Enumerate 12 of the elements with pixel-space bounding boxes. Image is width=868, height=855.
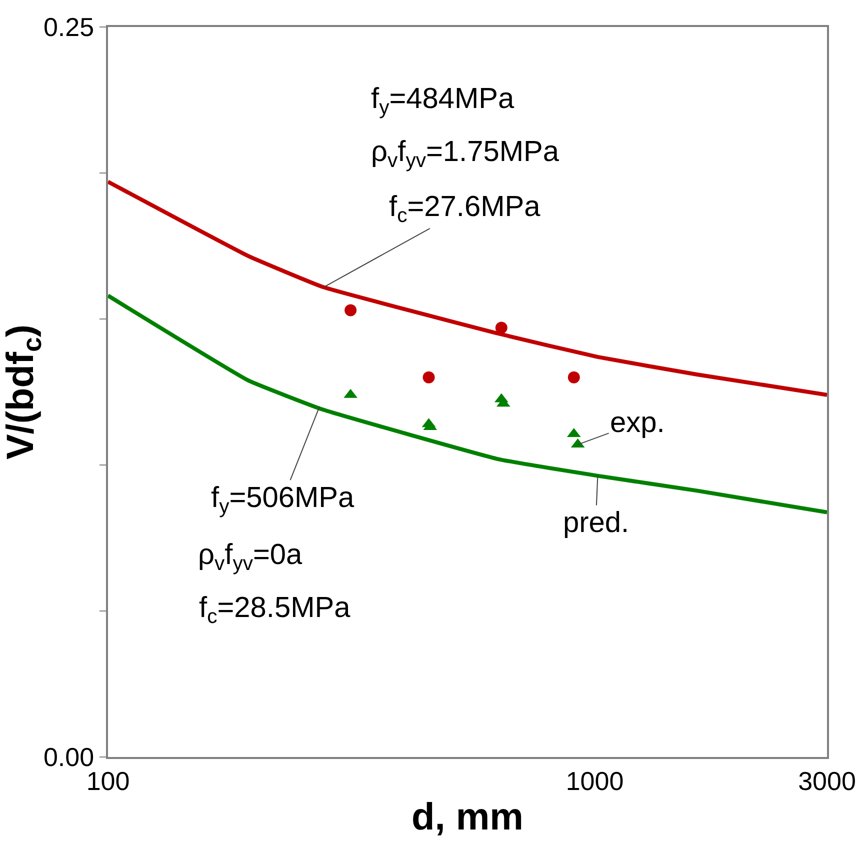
annotation: f$_{y}$=484MPa: [371, 83, 516, 120]
annotation: ρ$_{v}$f$_{yv}$=0a: [198, 539, 304, 576]
y-tick-label: 0.25: [43, 12, 94, 42]
annotation: f$_{c}$=27.6MPa: [389, 191, 542, 228]
annotation: exp.: [610, 407, 665, 439]
annotation: f$_{c}$=28.5MPa: [199, 592, 352, 628]
annotation: pred.: [563, 507, 630, 539]
annotation: ρ$_{v}$f$_{yv}$=1.75MPa: [371, 136, 560, 172]
x-tick-label: 3000: [798, 766, 856, 796]
x-tick-label: 1000: [566, 766, 624, 796]
annotation: f$_{y}$=506MPa: [211, 482, 356, 518]
x-axis-title: d, mm: [412, 796, 524, 839]
